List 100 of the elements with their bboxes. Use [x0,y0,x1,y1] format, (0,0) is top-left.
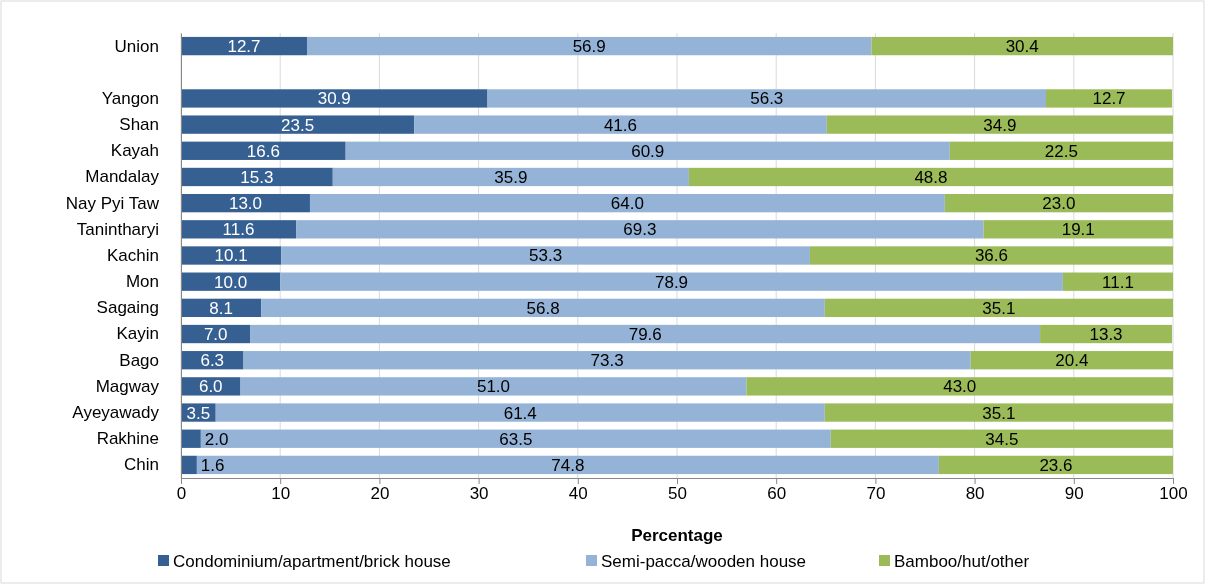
bar [414,115,827,134]
y-tick-label: Tanintharyi [76,219,159,239]
data-label: 6.0 [198,377,223,397]
data-label: 69.3 [623,220,657,240]
data-label: 16.6 [246,141,280,161]
data-label: 12.7 [1092,89,1126,109]
data-label: 13.0 [228,194,263,214]
data-label: 8.1 [209,298,233,318]
bar [309,193,945,213]
bar [306,36,872,56]
bar [181,167,333,187]
bar [181,193,310,213]
y-tick-label: Rakhine [96,429,159,449]
data-label: 13.3 [1089,324,1123,344]
y-tick-label: Magway [95,376,160,396]
data-label: 6.3 [200,351,225,371]
y-tick-label: Mon [125,272,159,292]
data-label: 7.0 [203,324,228,344]
legend-label: Bamboo/hut/other [894,551,1030,571]
data-label: 74.8 [551,455,585,475]
data-label: 35.1 [982,403,1016,423]
bar [296,220,984,239]
x-tick-label: 10 [271,484,291,504]
bar [243,351,971,370]
bar [824,298,1173,318]
data-label: 2.0 [204,429,229,449]
bar [1046,89,1172,108]
bar [181,429,201,448]
data-label: 3.5 [186,403,211,423]
data-label: 36.6 [974,246,1009,266]
data-label: 61.4 [503,403,537,423]
data-label: 23.5 [281,115,315,135]
x-axis-title: Percentage [631,526,723,545]
bar [181,89,488,108]
bar [240,377,747,396]
data-label: 51.0 [476,377,511,397]
bar [261,298,825,318]
data-label: 41.6 [603,115,637,135]
data-label: 43.0 [943,377,977,397]
y-tick-label: Bago [119,350,159,370]
bar [281,246,810,265]
bar [345,141,950,160]
bar [830,429,1173,448]
y-tick-label: Nay Pyi Taw [65,193,160,213]
bar [826,115,1173,134]
x-tick-label: 90 [1064,484,1084,504]
legend-label: Condominium/apartment/brick house [173,551,451,571]
y-tick-label: Yangon [101,88,159,108]
bar [944,193,1173,213]
x-tick-label: 20 [370,484,390,504]
y-tick-label: Union [114,36,159,56]
x-tick-label: 100 [1159,484,1188,504]
data-label: 56.9 [572,37,606,57]
bar [949,141,1173,160]
data-label: 15.3 [240,167,274,187]
bar [871,36,1173,56]
bar [181,36,307,56]
data-label: 34.5 [985,429,1019,449]
data-label: 19.1 [1061,220,1095,240]
data-label: 11.1 [1102,272,1134,292]
data-label: 23.6 [1039,455,1073,475]
data-label: 63.5 [499,429,533,449]
bar [1062,272,1173,291]
data-label: 78.9 [655,272,689,292]
data-label: 10.1 [214,246,248,266]
data-label: 10.0 [214,272,248,292]
data-label: 73.3 [590,351,624,371]
y-tick-label: Ayeyawady [72,403,160,422]
y-tick-label: Mandalay [85,167,160,187]
x-tick-label: 40 [568,484,588,504]
data-label: 60.9 [631,141,665,161]
data-label: 53.3 [529,246,563,266]
data-label: 34.9 [983,115,1017,135]
data-label: 22.5 [1044,141,1078,161]
bar [332,167,689,187]
bar [983,220,1173,239]
data-label: 23.0 [1042,194,1076,214]
data-label: 30.9 [317,89,351,109]
data-label: 79.6 [628,324,662,344]
bar [250,324,1041,344]
data-label: 30.4 [1005,37,1039,57]
data-label: 35.1 [982,298,1016,318]
bar [688,167,1173,187]
bar [196,455,939,475]
bar [215,403,825,422]
data-label: 64.0 [610,194,644,214]
bar [970,351,1173,370]
y-tick-label: Kachin [107,245,159,265]
x-tick-label: 0 [176,484,187,504]
bar [181,455,197,475]
data-label: 48.8 [914,167,948,187]
bar [746,377,1173,396]
y-tick-label: Sagaing [96,298,159,318]
bar [280,272,1063,291]
data-label: 56.3 [750,89,784,109]
y-tick-label: Chin [124,455,159,475]
bar [938,455,1173,475]
bar [200,429,831,448]
data-label: 11.6 [222,220,255,240]
x-tick-label: 30 [469,484,489,504]
